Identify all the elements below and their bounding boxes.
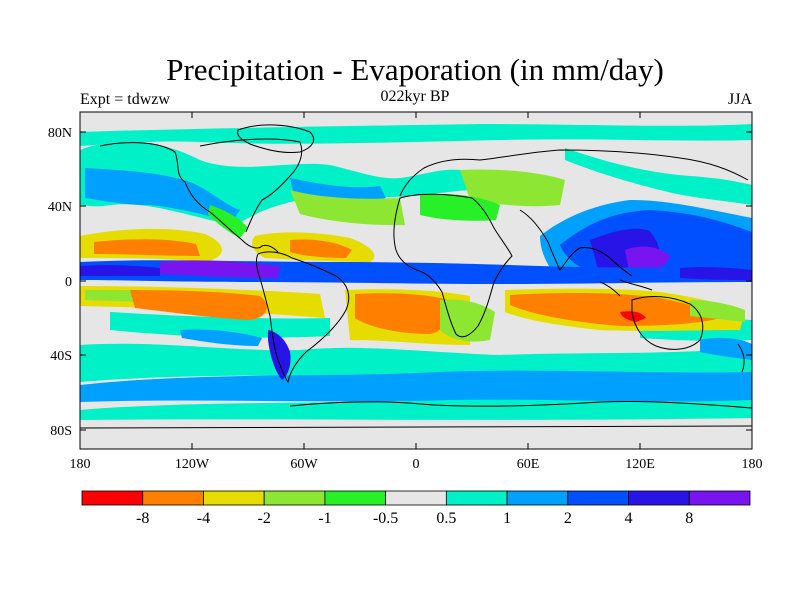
colorbar-label: -2 (258, 510, 271, 527)
field-region (290, 190, 405, 226)
colorbar-label: 4 (625, 510, 633, 527)
colorbar-swatch (385, 490, 447, 506)
lat-tick-label: 40S (50, 349, 72, 364)
coastline-layer (80, 124, 752, 429)
coastline-antarctica (289, 400, 752, 409)
colorbar-label: -1 (318, 510, 331, 527)
coastline-eurasia (399, 149, 749, 197)
colorbar-swatch (263, 490, 326, 506)
field-region (400, 228, 540, 262)
lon-tick-label: 0 (413, 457, 420, 472)
map-title: Precipitation - Evaporation (in mm/day) (166, 52, 664, 87)
field-region (208, 205, 248, 238)
field-region (130, 290, 267, 320)
longitude-axis: 180 120W 60W 0 60E 120E 180 (70, 112, 763, 472)
coastline-north-america (99, 142, 279, 253)
colorbar-label: -0.5 (373, 510, 398, 527)
colorbar-label: -4 (197, 510, 210, 527)
field-region (440, 299, 495, 342)
colorbar-label: 0.5 (436, 510, 456, 527)
lat-tick-label: 40N (48, 200, 72, 215)
field-region (80, 124, 752, 146)
colorbar-swatch (203, 490, 265, 506)
colorbar-swatch (688, 490, 751, 506)
lat-tick-label: 0 (65, 275, 72, 290)
coastline-africa (393, 193, 513, 338)
field-region (565, 148, 752, 205)
coastline-indonesia (599, 279, 653, 297)
lon-tick-label: 180 (70, 457, 91, 472)
colorbar-swatch (81, 490, 144, 506)
coastline-antarctica-south (80, 425, 752, 429)
lat-tick-label: 80N (48, 126, 72, 141)
field-region (85, 168, 240, 222)
lon-tick-label: 60W (290, 457, 318, 472)
field-region (460, 169, 565, 207)
field-region (80, 367, 752, 402)
field-region (80, 343, 752, 382)
coastline-new-zealand (737, 343, 745, 373)
colorbar-swatch (142, 490, 204, 506)
coastline-north-america-east (199, 138, 303, 233)
season-label: JJA (727, 91, 752, 108)
field-layer (80, 112, 752, 449)
field-region (180, 329, 262, 346)
colorbar-swatch (567, 490, 629, 506)
field-region (80, 265, 160, 276)
period-label: 022kyr BP (380, 88, 450, 105)
lon-tick-label: 60E (517, 457, 540, 472)
field-region (510, 293, 720, 326)
coastline-south-asia (519, 209, 633, 277)
field-region (94, 239, 200, 256)
lat-tick-label: 80S (50, 424, 72, 439)
colorbar-swatch (445, 490, 508, 506)
colorbar-swatch (506, 490, 569, 506)
lon-tick-label: 120E (625, 457, 655, 472)
field-region (160, 260, 280, 278)
colorbar-label: -8 (136, 510, 149, 527)
experiment-label: Expt = tdwzw (80, 91, 170, 108)
coastline-south-america (256, 251, 350, 384)
lon-tick-label: 120W (175, 457, 210, 472)
latitude-axis: 80N 40N 0 40S 80S (48, 126, 752, 439)
coastline-greenland (237, 124, 315, 153)
colorbar: -8 -4 -2 -1 -0.5 0.5 1 2 4 8 (81, 490, 751, 527)
colorbar-swatch (628, 490, 690, 506)
colorbar-swatch (324, 490, 387, 506)
field-region (80, 418, 752, 449)
field-region (680, 267, 752, 280)
coastline-australia (631, 296, 704, 350)
field-region (290, 239, 352, 258)
colorbar-label: 1 (503, 510, 511, 527)
field-region (420, 194, 500, 221)
colorbar-label: 2 (564, 510, 572, 527)
lon-tick-label: 180 (742, 457, 763, 472)
field-region (700, 337, 752, 360)
field-region (690, 300, 745, 322)
field-region (110, 312, 330, 338)
field-region (355, 293, 450, 334)
colorbar-label: 8 (685, 510, 693, 527)
